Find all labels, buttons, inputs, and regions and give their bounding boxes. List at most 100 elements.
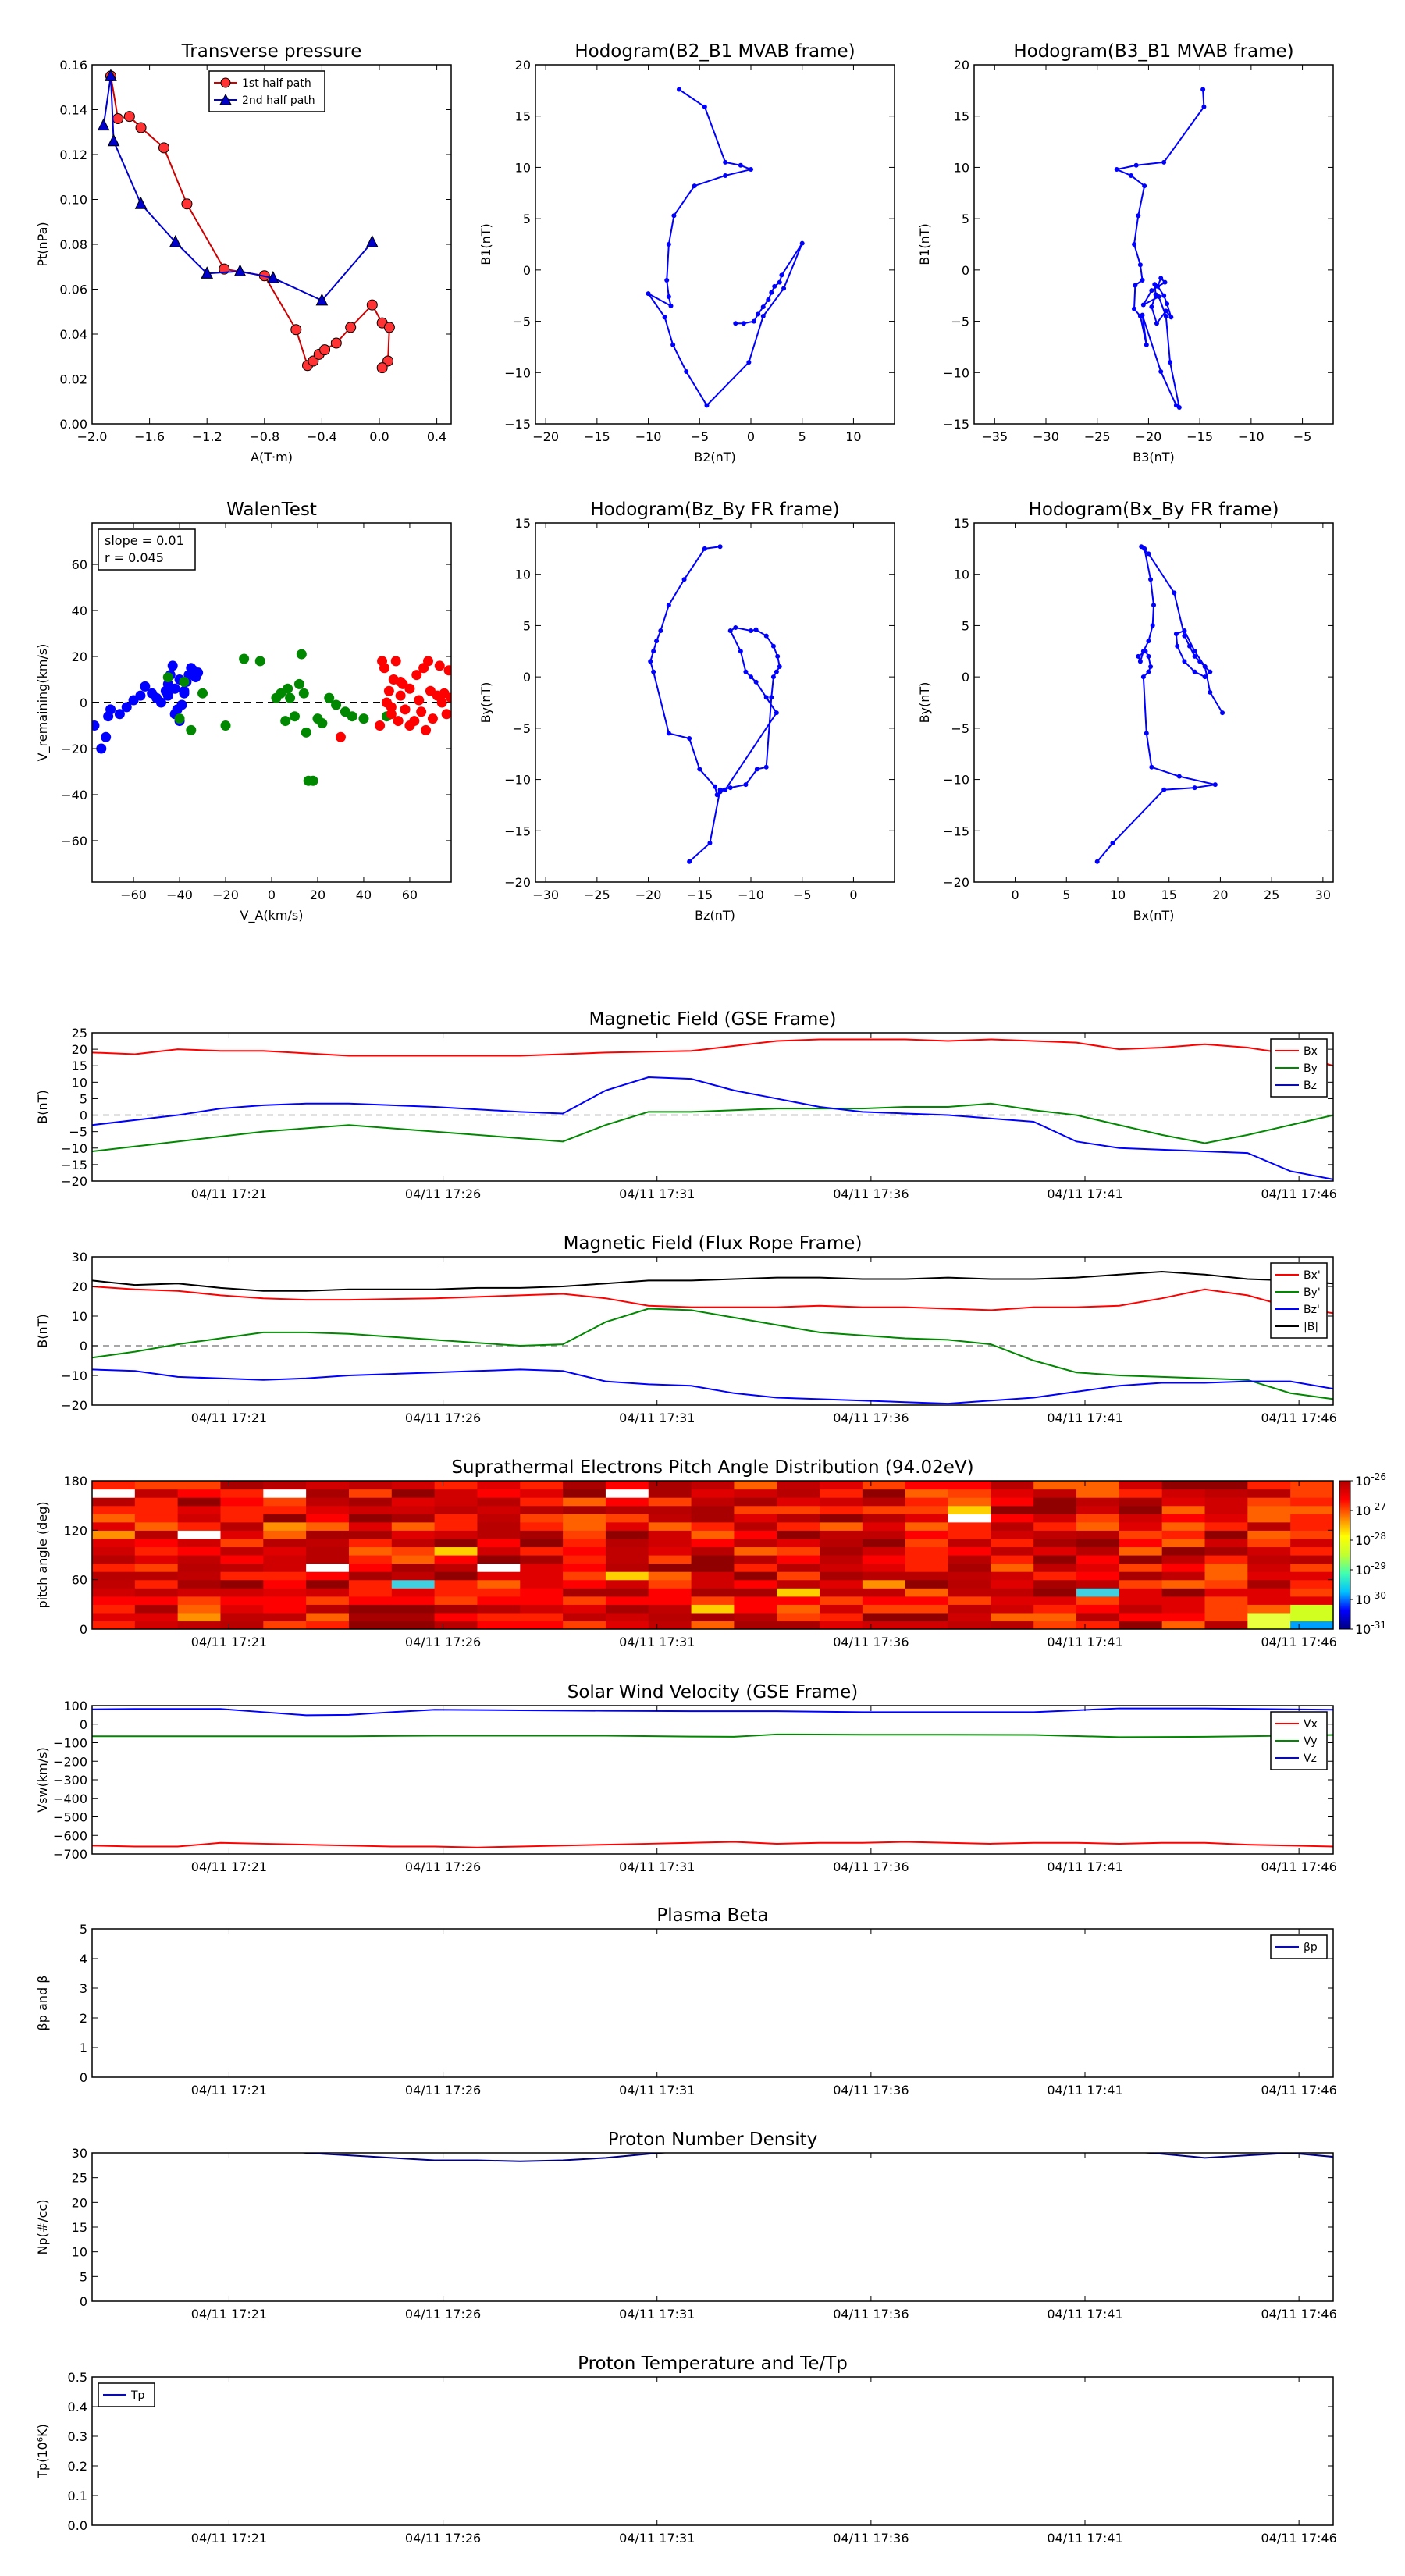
heatmap-cell: [605, 1530, 649, 1539]
y-tick-label: −60: [61, 834, 87, 849]
heatmap-cell: [177, 1555, 222, 1564]
heatmap-cell: [220, 1588, 264, 1597]
heatmap-cell: [777, 1530, 820, 1539]
heatmap-cell: [605, 1588, 649, 1597]
heatmap-cell: [520, 1521, 564, 1531]
y-axis-label: V_remaining(km/s): [35, 644, 51, 762]
data-point: [751, 318, 756, 324]
heatmap-cell: [348, 1489, 393, 1498]
heatmap-cell: [434, 1546, 478, 1556]
heatmap-cell: [134, 1530, 179, 1539]
data-point: [743, 782, 749, 788]
heatmap-cell: [134, 1546, 179, 1556]
plot-frame: [91, 1032, 1334, 1182]
chart-np: Proton Number Density 0 5 10 15 20 25 30 04/11 1…: [35, 2129, 1337, 2322]
heatmap-cell: [991, 1555, 1034, 1564]
heatmap-cell: [1247, 1514, 1291, 1523]
y-tick-label: 0: [80, 2070, 87, 2085]
colorbar-tick-base: 10: [1355, 1622, 1371, 1637]
heatmap-cell: [905, 1481, 949, 1490]
x-tick-label: 04/11 17:46: [1261, 2531, 1336, 2546]
colorbar-tick-label: 10-29: [1355, 1560, 1386, 1578]
heatmap-cell: [1033, 1489, 1077, 1498]
heatmap-cell: [605, 1481, 649, 1490]
x-tick-label: −40: [166, 888, 193, 902]
heatmap-cell: [820, 1621, 863, 1629]
heatmap-cell: [948, 1596, 991, 1605]
heatmap-cell: [1033, 1604, 1077, 1614]
heatmap-cell: [820, 1538, 863, 1548]
plot-area: [92, 1481, 1333, 1629]
heatmap-cell: [1033, 1530, 1077, 1539]
heatmap-cell: [263, 1563, 307, 1572]
data-point: [167, 660, 178, 671]
y-tick-label: 5: [962, 212, 969, 226]
legend-label: Bz: [1304, 1080, 1317, 1092]
data-point: [1140, 649, 1146, 654]
heatmap-cell: [605, 1497, 649, 1507]
data-point: [658, 628, 663, 633]
heatmap-cell: [220, 1505, 264, 1514]
y-tick-label: −20: [943, 875, 969, 890]
heatmap-cell: [777, 1563, 820, 1572]
heatmap-cell: [1204, 1621, 1248, 1629]
data-point: [1140, 312, 1145, 318]
heatmap-cell: [306, 1505, 350, 1514]
y-tick-label: 15: [72, 1059, 87, 1073]
heatmap-cell: [777, 1521, 820, 1531]
heatmap-cell: [1247, 1612, 1291, 1622]
y-axis-label: B1(nT): [917, 223, 932, 265]
heatmap-cell: [520, 1563, 564, 1572]
heatmap-cell: [134, 1621, 179, 1629]
data-point: [666, 731, 671, 736]
heatmap-cell: [263, 1481, 307, 1490]
heatmap-cell: [134, 1497, 179, 1507]
x-tick-label: 04/11 17:26: [405, 1859, 481, 1874]
y-tick-label: −600: [53, 1828, 87, 1843]
heatmap-cell: [648, 1621, 692, 1629]
y-axis-label: Pt(nPa): [35, 222, 50, 266]
data-point: [733, 625, 738, 631]
heatmap-cell: [948, 1521, 991, 1531]
data-point: [1197, 659, 1203, 664]
data-point: [1140, 302, 1146, 308]
x-tick-label: −2.0: [77, 429, 108, 444]
data-point: [96, 743, 107, 754]
heatmap-cell: [563, 1563, 606, 1572]
heatmap-cell: [1076, 1505, 1120, 1514]
y-tick-label: 0.14: [59, 103, 87, 118]
data-point: [1152, 282, 1158, 287]
data-point: [179, 676, 190, 687]
y-tick-label: −10: [61, 1141, 87, 1156]
heatmap-cell: [391, 1579, 436, 1589]
data-point: [276, 688, 286, 699]
heatmap-cell: [263, 1604, 307, 1614]
data-point: [1136, 653, 1141, 659]
heatmap-cell: [1247, 1571, 1291, 1581]
data-point: [749, 167, 753, 173]
heatmap-cell: [905, 1538, 949, 1548]
y-tick-label: 0.02: [59, 372, 87, 387]
heatmap-cell: [563, 1579, 606, 1589]
heatmap-cell: [991, 1505, 1034, 1514]
heatmap-cell: [1247, 1596, 1291, 1605]
data-point: [714, 792, 720, 798]
heatmap-cell: [391, 1588, 436, 1597]
heatmap-cell: [648, 1481, 692, 1490]
data-point: [707, 841, 713, 846]
y-tick-label: −5: [951, 315, 969, 329]
x-tick-label: 04/11 17:41: [1047, 1411, 1122, 1425]
legend: Bx' By' Bz' |B|: [1270, 1262, 1328, 1339]
heatmap-cell: [734, 1546, 777, 1556]
x-tick-label: 04/11 17:21: [191, 1411, 267, 1425]
heatmap-cell: [220, 1612, 264, 1622]
heatmap-cell: [1204, 1571, 1248, 1581]
heatmap-cell: [477, 1579, 521, 1589]
heatmap-cell: [1204, 1579, 1248, 1589]
plot-frame: [535, 522, 895, 883]
heatmap-cell: [1290, 1514, 1333, 1523]
heatmap-cell: [648, 1489, 692, 1498]
heatmap-cell: [391, 1497, 436, 1507]
heatmap-cell: [92, 1505, 136, 1514]
data-point: [441, 709, 451, 720]
